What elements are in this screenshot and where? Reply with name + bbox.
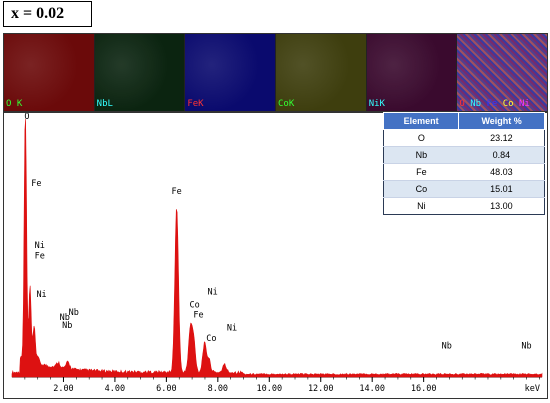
- overlay-legend-fe: Fe: [486, 99, 498, 109]
- table-header-weight: Weight %: [458, 112, 545, 130]
- sample-label: x = 0.02: [3, 1, 92, 27]
- peak-label: Fe: [172, 187, 182, 197]
- eds-spectrum: 2.00 4.00 6.00 8.00 10.00 12.00 14.00 16.00 keV O…: [3, 112, 548, 399]
- table-header-element: Element: [382, 112, 460, 130]
- x-tick-label: 8.00: [208, 384, 228, 394]
- table-row: Fe 48.03: [383, 163, 545, 181]
- x-axis-label: keV: [525, 384, 540, 394]
- map-label-ni: NiK: [368, 99, 385, 109]
- peak-label: Nb: [60, 313, 70, 323]
- peak-label: Fe: [193, 311, 203, 321]
- map-label-o: O K: [6, 99, 23, 109]
- x-tick-label: 12.00: [308, 384, 334, 394]
- x-tick-label: 10.00: [256, 384, 282, 394]
- map-label-fe: FeK: [187, 99, 204, 109]
- table-cell: Nb: [383, 146, 459, 164]
- x-tick-label: 14.00: [359, 384, 385, 394]
- table-row: Co 15.01: [383, 180, 545, 198]
- map-label-nb: NbL: [96, 99, 113, 109]
- spectrum-svg: 2.00 4.00 6.00 8.00 10.00 12.00 14.00 16.00 keV O…: [11, 112, 543, 394]
- map-overlay: O Nb Fe Co Ni: [457, 34, 548, 111]
- overlay-legend-co: Co: [502, 99, 514, 109]
- overlay-legend-ni: Ni: [519, 99, 530, 109]
- peak-label: Nb: [442, 342, 452, 352]
- spectrum-area: [11, 118, 543, 378]
- peak-label: Ni: [36, 290, 46, 300]
- x-tick-label: 4.00: [105, 384, 125, 394]
- x-tick-label: 16.00: [411, 384, 437, 394]
- x-tick-label: 2.00: [53, 384, 73, 394]
- table-cell: 15.01: [458, 180, 545, 198]
- overlay-legend-nb: Nb: [470, 99, 482, 109]
- map-fe: FeK: [185, 34, 277, 111]
- peak-label: Nb: [62, 321, 72, 331]
- table-cell: Ni: [383, 197, 459, 215]
- peak-label: Co: [190, 300, 200, 310]
- x-tick-label: 6.00: [156, 384, 176, 394]
- table-cell: 23.12: [458, 129, 545, 147]
- peak-label: Fe: [31, 179, 41, 189]
- table-row: Nb 0.84: [383, 146, 545, 164]
- map-label-co: CoK: [278, 99, 295, 109]
- table-cell: Co: [383, 180, 459, 198]
- table-cell: 0.84: [458, 146, 545, 164]
- peak-label: O: [24, 113, 29, 122]
- table-cell: O: [383, 129, 459, 147]
- peak-label: Ni: [208, 287, 218, 297]
- map-ni: NiK: [366, 34, 458, 111]
- map-nb: NbL: [94, 34, 186, 111]
- composition-table: Element Weight % O 23.12 Nb 0.84 Fe 48.03 C…: [382, 112, 545, 215]
- peak-label: Ni: [227, 324, 237, 334]
- elemental-maps: O K NbL FeK CoK NiK O Nb Fe Co Ni: [3, 33, 548, 112]
- table-cell: 13.00: [458, 197, 545, 215]
- table-cell: Fe: [383, 163, 459, 181]
- peak-label: Co: [206, 334, 216, 344]
- table-cell: 48.03: [458, 163, 545, 181]
- map-co: CoK: [276, 34, 367, 111]
- overlay-legend-o: O: [459, 99, 465, 109]
- overlay-legend: O Nb Fe Co Ni: [459, 99, 529, 109]
- peak-label: Fe: [35, 251, 45, 261]
- peak-label: Nb: [69, 308, 79, 318]
- table-row: O 23.12: [383, 129, 545, 147]
- map-o: O K: [4, 34, 95, 111]
- table-row: Ni 13.00: [383, 197, 545, 215]
- peak-label: Ni: [35, 241, 45, 251]
- peak-label: Nb: [521, 342, 531, 352]
